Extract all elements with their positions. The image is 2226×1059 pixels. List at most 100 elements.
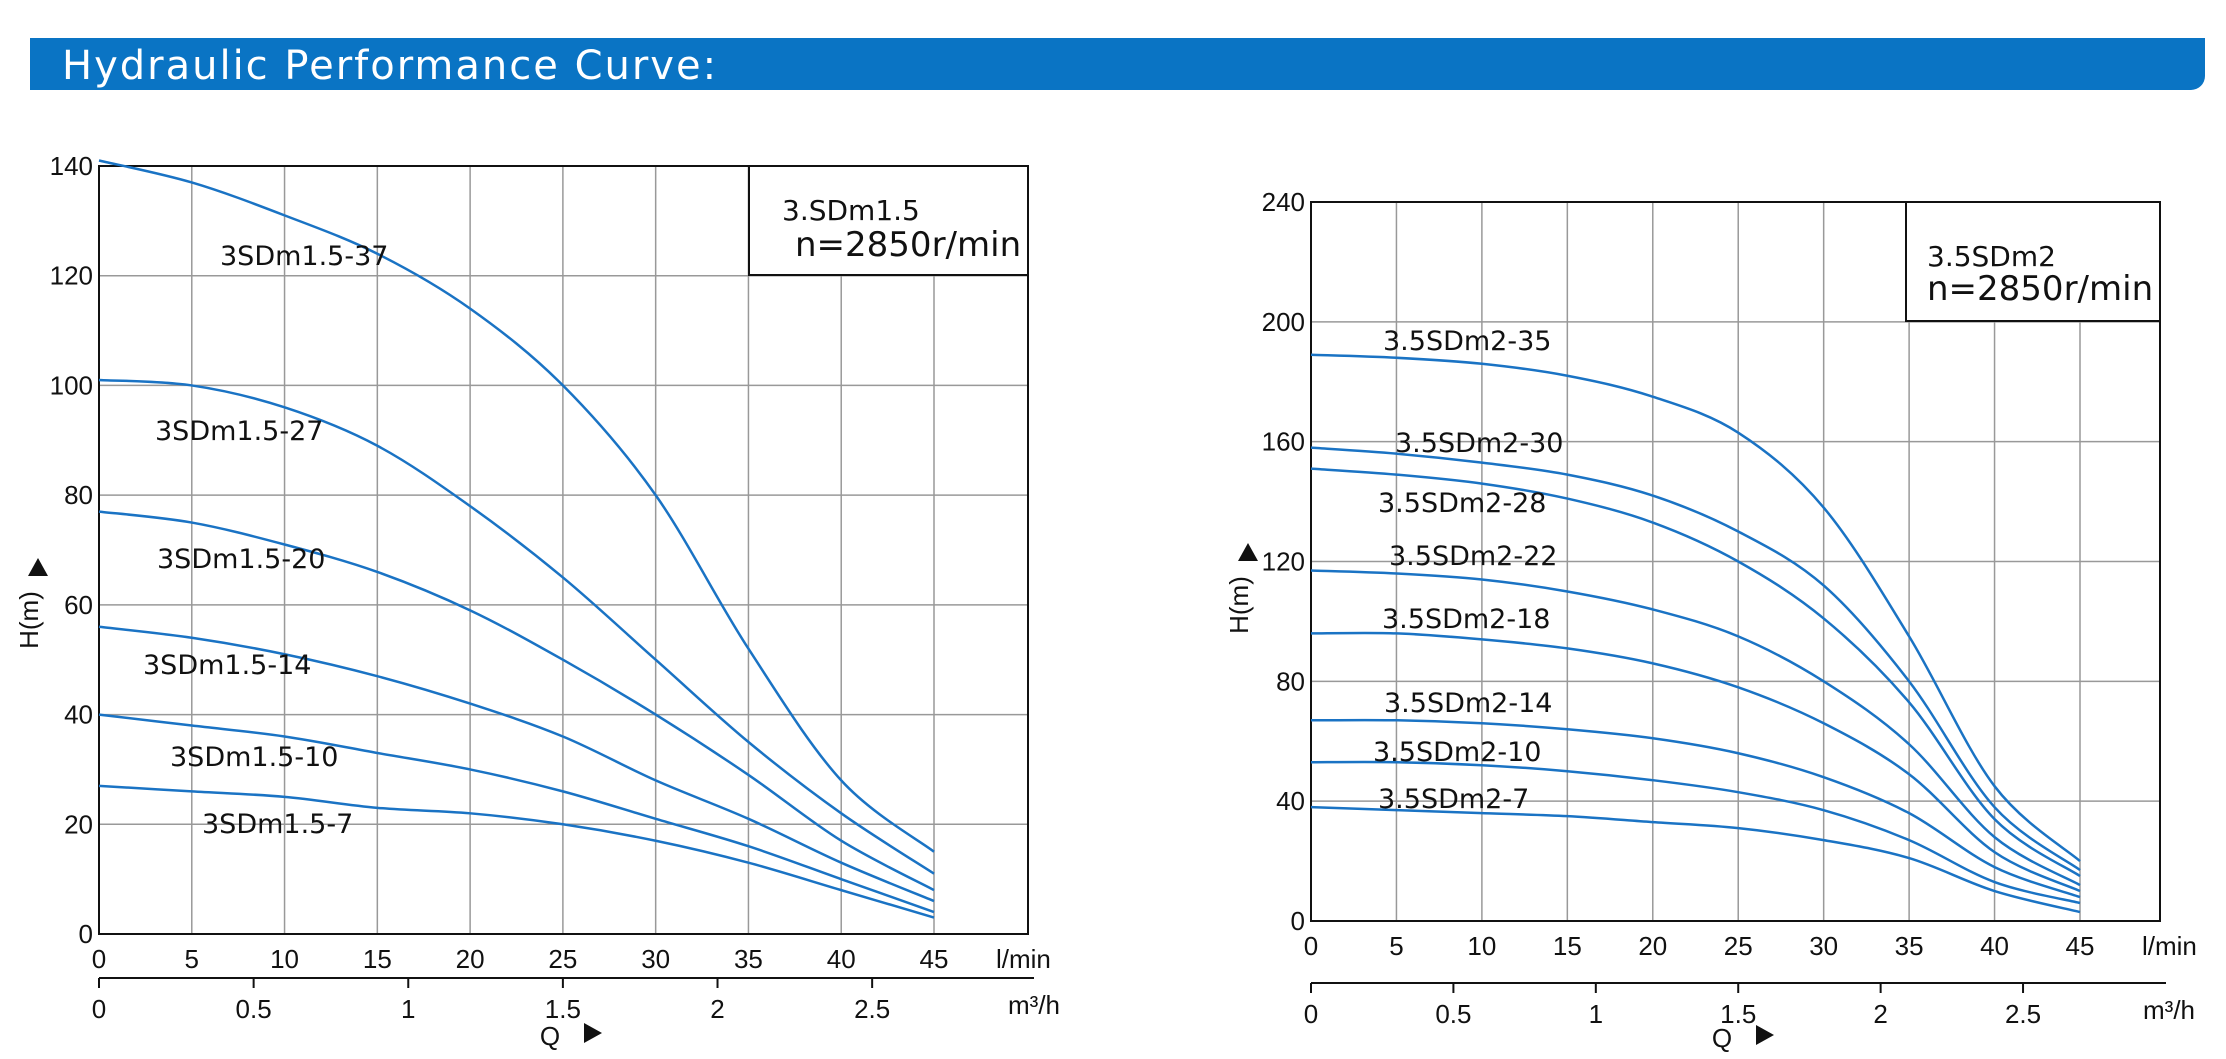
y-tick-label: 140 <box>50 151 93 181</box>
plot-frame <box>1310 201 2161 922</box>
grid <box>99 166 1028 934</box>
x2-unit-label: m³/h <box>2143 995 2195 1025</box>
x2-tick-label: 0 <box>1304 999 1318 1029</box>
x2-tick-label: 0.5 <box>1435 999 1471 1029</box>
series-line-3.5SDm2-28 <box>1310 467 2081 878</box>
series-label-3SDm1.5-7: 3SDm1.5-7 <box>202 809 353 840</box>
x2-unit-label: m³/h <box>1008 990 1060 1020</box>
series-line-3.5SDm2-22 <box>1310 569 2081 887</box>
y-tick-label: 80 <box>64 480 93 510</box>
x-tick-label: 15 <box>363 944 392 974</box>
x2-tick-label: 0 <box>92 994 106 1024</box>
x-tick-label: 45 <box>2066 931 2095 961</box>
x-tick-label: 20 <box>456 944 485 974</box>
series-label-3SDm1.5-14: 3SDm1.5-14 <box>143 650 311 681</box>
y-tick-label: 240 <box>1262 187 1305 217</box>
x-tick-label: 35 <box>1895 931 1924 961</box>
x-tick-label: 25 <box>1724 931 1753 961</box>
x-tick-label: 40 <box>1980 931 2009 961</box>
x-axis-arrow-icon <box>584 1023 602 1043</box>
series-label-3.5SDm2-10: 3.5SDm2-10 <box>1373 737 1541 768</box>
x-axis-arrow-icon <box>1756 1025 1774 1045</box>
series-group <box>98 159 935 919</box>
series-label-3SDm1.5-27: 3SDm1.5-27 <box>155 416 323 447</box>
x2-tick-label: 0.5 <box>236 994 272 1024</box>
y-axis-arrow-icon <box>1238 543 1258 561</box>
series-line-3SDm1.5-14 <box>98 625 935 903</box>
x-unit-label: l/min <box>996 944 1051 974</box>
x2-tick-label: 1.5 <box>1720 999 1756 1029</box>
y-tick-label: 100 <box>50 370 93 400</box>
x2-tick-label: 2 <box>710 994 724 1024</box>
y-tick-label: 200 <box>1262 307 1305 337</box>
x-tick-label: 0 <box>92 944 106 974</box>
y-tick-label: 120 <box>50 261 93 291</box>
y-axis-label: H(m) <box>14 591 44 649</box>
x-tick-label: 40 <box>827 944 856 974</box>
series-label-3.5SDm2-18: 3.5SDm2-18 <box>1382 604 1550 635</box>
series-line-3.5SDm2-14 <box>1310 718 2081 899</box>
x-tick-label: 0 <box>1304 931 1318 961</box>
y-tick-label: 160 <box>1262 427 1305 457</box>
series-line-3.5SDm2-30 <box>1310 446 2081 872</box>
series-line-3SDm1.5-20 <box>98 510 935 892</box>
x-tick-label: 20 <box>1638 931 1667 961</box>
x2-tick-label: 2 <box>1873 999 1887 1029</box>
x-tick-label: 5 <box>1389 931 1403 961</box>
series-label-3.5SDm2-22: 3.5SDm2-22 <box>1389 541 1557 572</box>
x-tick-label: 30 <box>1809 931 1838 961</box>
y-tick-label: 40 <box>64 700 93 730</box>
series-line-3.5SDm2-18 <box>1310 631 2081 893</box>
x-tick-label: 10 <box>1467 931 1496 961</box>
info-speed: n=2850r/min <box>1927 269 2153 309</box>
info-speed: n=2850r/min <box>795 225 1021 265</box>
series-line-3.5SDm2-10 <box>1310 760 2081 905</box>
plot-frame <box>98 165 1029 935</box>
page-title: Hydraulic Performance Curve: <box>62 43 719 89</box>
series-line-3SDm1.5-7 <box>98 784 935 919</box>
series-label-3.5SDm2-28: 3.5SDm2-28 <box>1378 488 1546 519</box>
y-axis-arrow-icon <box>28 558 48 576</box>
series-line-3SDm1.5-10 <box>98 713 935 914</box>
x-tick-label: 15 <box>1553 931 1582 961</box>
y-tick-label: 80 <box>1276 666 1305 696</box>
series-label-3.5SDm2-7: 3.5SDm2-7 <box>1378 784 1529 815</box>
info-box <box>748 165 1029 276</box>
series-line-3.5SDm2-7 <box>1310 805 2081 914</box>
series-label-3.5SDm2-14: 3.5SDm2-14 <box>1384 688 1552 719</box>
y-axis-label: H(m) <box>1224 576 1254 634</box>
info-model: 3.5SDm2 <box>1927 240 2056 273</box>
series-label-3SDm1.5-20: 3SDm1.5-20 <box>157 544 325 575</box>
series-label-3.5SDm2-30: 3.5SDm2-30 <box>1395 428 1563 459</box>
x-tick-label: 45 <box>920 944 949 974</box>
x2-tick-label: 2.5 <box>854 994 890 1024</box>
x-unit-label: l/min <box>2142 931 2197 961</box>
series-label-3SDm1.5-10: 3SDm1.5-10 <box>170 742 338 773</box>
x2-tick-label: 1 <box>401 994 415 1024</box>
y-tick-label: 20 <box>64 809 93 839</box>
series-group <box>1310 353 2081 914</box>
x-axis-label: Q <box>1712 1023 1732 1053</box>
y-tick-label: 0 <box>1291 906 1305 936</box>
info-model: 3.SDm1.5 <box>782 194 920 227</box>
series-line-3SDm1.5-27 <box>98 378 935 875</box>
x-tick-label: 30 <box>641 944 670 974</box>
series-line-3SDm1.5-37 <box>98 159 935 853</box>
x-axis-label: Q <box>540 1021 560 1051</box>
x2-tick-label: 1.5 <box>545 994 581 1024</box>
title-banner: Hydraulic Performance Curve: <box>30 38 2205 90</box>
x-tick-label: 25 <box>548 944 577 974</box>
y-tick-label: 120 <box>1262 547 1305 577</box>
y-tick-label: 60 <box>64 590 93 620</box>
info-box <box>1905 201 2161 322</box>
y-tick-label: 0 <box>79 919 93 949</box>
series-line-3.5SDm2-35 <box>1310 353 2081 863</box>
x2-tick-label: 1 <box>1589 999 1603 1029</box>
series-label-3.5SDm2-35: 3.5SDm2-35 <box>1383 326 1551 357</box>
series-label-3SDm1.5-37: 3SDm1.5-37 <box>220 241 388 272</box>
y-tick-label: 40 <box>1276 786 1305 816</box>
x-tick-label: 35 <box>734 944 763 974</box>
